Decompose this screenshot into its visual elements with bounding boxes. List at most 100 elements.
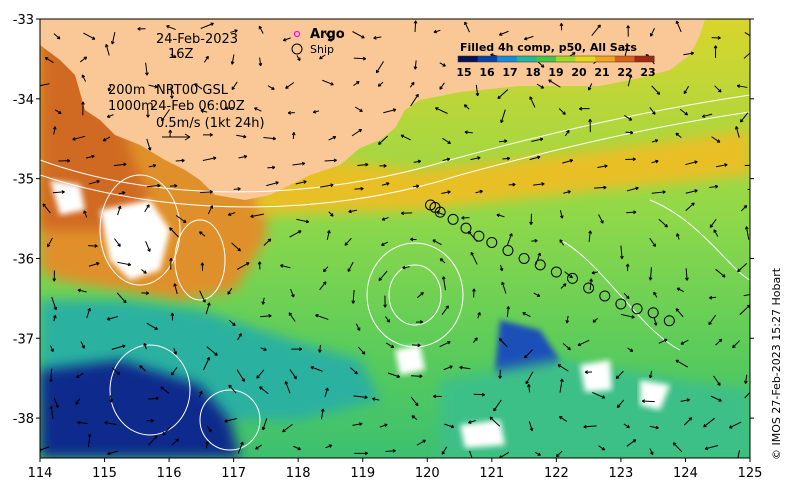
- x-tick-label: 123: [608, 466, 633, 481]
- ship-position-marker: [615, 298, 627, 310]
- current-vector: [555, 450, 563, 458]
- current-vector: [591, 24, 601, 36]
- current-vector: [658, 218, 668, 228]
- current-vector: [715, 338, 723, 346]
- cloud-patch: [460, 420, 505, 448]
- current-vector: [227, 212, 236, 216]
- current-vector: [620, 313, 635, 319]
- ship-position-marker: [518, 252, 530, 264]
- current-vector: [52, 190, 65, 194]
- current-vector: [565, 315, 570, 324]
- current-vector: [256, 369, 265, 379]
- current-vector: [475, 189, 483, 194]
- current-vector: [224, 106, 234, 111]
- colorbar-tick-label: 20: [571, 66, 587, 79]
- current-vector: [435, 107, 448, 114]
- current-vector: [625, 130, 634, 135]
- current-vector: [651, 159, 659, 164]
- current-vector: [375, 61, 384, 74]
- current-vector: [442, 157, 451, 162]
- colorbar-tick-label: 16: [479, 66, 495, 79]
- argo-marker-icon: [293, 30, 301, 38]
- current-vector: [533, 292, 541, 297]
- date-label: 24-Feb-2023: [156, 32, 238, 47]
- current-vector: [563, 190, 571, 194]
- current-vector: [729, 421, 742, 429]
- ship-position-marker: [486, 236, 498, 248]
- current-vector: [444, 423, 455, 429]
- current-vector: [743, 50, 750, 59]
- current-vector: [524, 349, 533, 359]
- current-vector: [237, 333, 242, 341]
- current-vector: [507, 233, 513, 246]
- current-vector: [559, 378, 564, 393]
- current-vector: [169, 257, 173, 270]
- current-vector: [383, 108, 397, 114]
- current-vector: [559, 23, 564, 31]
- current-vector: [625, 263, 630, 272]
- current-vector: [685, 202, 695, 211]
- colorbar-swatch: [477, 56, 498, 62]
- vector-scale-arrow: [162, 133, 191, 141]
- current-vector: [626, 210, 637, 215]
- current-vector: [145, 62, 149, 76]
- current-vector: [527, 384, 531, 393]
- current-vector: [744, 391, 750, 399]
- current-vector: [413, 159, 422, 164]
- current-vector: [260, 314, 272, 318]
- current-vector: [473, 392, 486, 397]
- current-vector: [675, 308, 684, 318]
- current-vector: [282, 424, 293, 433]
- current-vector: [747, 188, 750, 191]
- current-vector: [529, 155, 541, 161]
- current-vector: [325, 444, 333, 449]
- current-vector: [77, 288, 87, 293]
- current-vector: [354, 106, 363, 112]
- current-vector: [88, 244, 98, 248]
- x-tick-label: 118: [286, 466, 311, 481]
- current-vector: [205, 440, 210, 449]
- current-vector: [161, 109, 170, 122]
- current-vector: [373, 36, 382, 40]
- current-vector: [324, 31, 332, 42]
- current-vector: [502, 156, 511, 161]
- current-vector: [291, 347, 303, 352]
- current-vector: [409, 81, 415, 88]
- y-tick-label: -37: [13, 332, 34, 347]
- current-vector: [230, 29, 238, 33]
- colorbar-tick-label: 17: [502, 66, 517, 79]
- current-vector: [110, 32, 116, 45]
- current-vector: [564, 129, 570, 137]
- current-vector: [288, 312, 296, 322]
- y-tick-label: -34: [13, 93, 34, 108]
- current-vector: [737, 450, 740, 458]
- current-vector: [200, 190, 213, 194]
- current-vector: [352, 31, 365, 39]
- current-vector: [79, 56, 88, 63]
- current-vector: [250, 213, 264, 219]
- current-vector: [651, 190, 666, 194]
- current-vector: [598, 445, 606, 451]
- teal-water-east: [440, 360, 750, 458]
- current-vector: [441, 190, 451, 194]
- current-vector: [683, 417, 693, 426]
- current-vector: [102, 136, 111, 142]
- land: [40, 19, 705, 200]
- current-vector: [464, 130, 473, 135]
- ship-position-marker: [599, 290, 611, 302]
- current-vector: [199, 231, 206, 237]
- ship-position-marker: [447, 213, 459, 225]
- current-vector: [577, 339, 590, 347]
- current-vector: [169, 183, 178, 188]
- current-vector: [533, 182, 545, 186]
- current-vector: [351, 289, 356, 304]
- current-vector: [711, 136, 721, 143]
- current-vector: [107, 85, 112, 92]
- current-vector: [200, 22, 214, 29]
- current-vector: [353, 395, 368, 400]
- current-vector: [198, 390, 203, 398]
- current-vector: [378, 135, 389, 145]
- colorbar-title: Filled 4h comp, p50, All Sats: [460, 41, 637, 54]
- current-vector: [493, 399, 502, 412]
